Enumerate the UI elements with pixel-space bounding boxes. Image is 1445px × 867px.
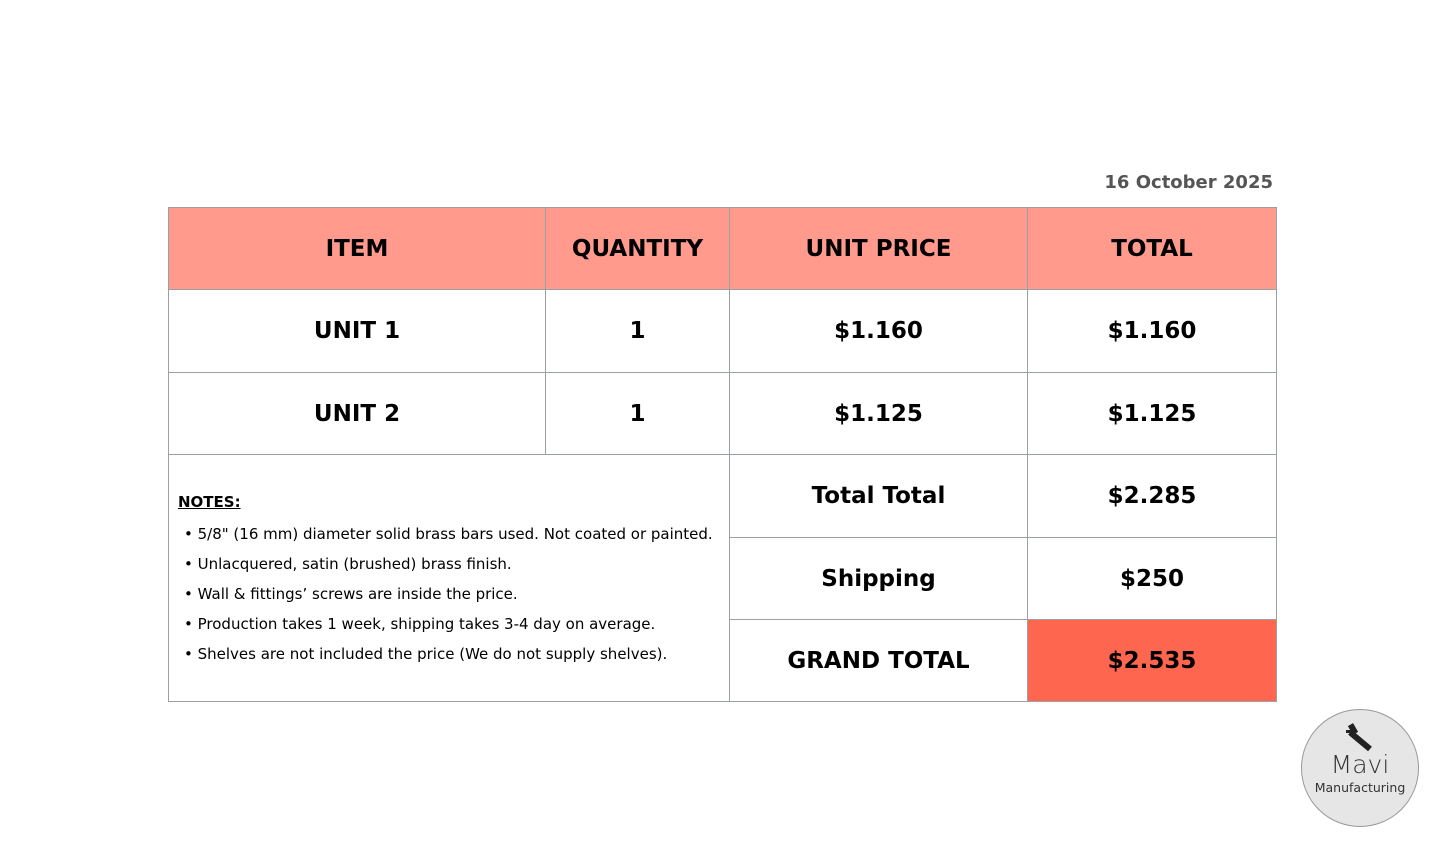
note-item: 5/8" (16 mm) diameter solid brass bars u… [184,519,729,549]
grand-total-value: $2.535 [1027,619,1277,702]
total-label: Total Total [729,454,1028,538]
row2-total: $1.125 [1027,372,1277,455]
shipping-label: Shipping [729,537,1028,620]
note-item: Wall & fittings’ screws are inside the p… [184,579,729,609]
row1-item: UNIT 1 [168,289,546,373]
row1-quantity: 1 [545,289,730,373]
quote-date: 16 October 2025 [1104,172,1273,193]
total-value: $2.285 [1027,454,1277,538]
note-item: Unlacquered, satin (brushed) brass finis… [184,549,729,579]
header-item: ITEM [168,207,546,290]
row1-total: $1.160 [1027,289,1277,373]
note-item: Shelves are not included the price (We d… [184,639,729,669]
note-item: Production takes 1 week, shipping takes … [184,609,729,639]
logo-name: Mavi [1330,750,1390,779]
header-unit-price: UNIT PRICE [729,207,1028,290]
row2-item: UNIT 2 [168,372,546,455]
notes-title: NOTES: [178,493,241,511]
grand-total-label: GRAND TOTAL [729,619,1028,702]
notes-section: NOTES: 5/8" (16 mm) diameter solid brass… [168,454,730,702]
header-total: TOTAL [1027,207,1277,290]
row2-quantity: 1 [545,372,730,455]
row1-unit-price: $1.160 [729,289,1028,373]
shipping-value: $250 [1027,537,1277,620]
caliper-icon [1346,723,1372,752]
company-logo: Mavi Manufacturing [1301,709,1419,827]
row2-unit-price: $1.125 [729,372,1028,455]
logo-subtitle: Manufacturing [1314,780,1406,795]
header-quantity: QUANTITY [545,207,730,290]
